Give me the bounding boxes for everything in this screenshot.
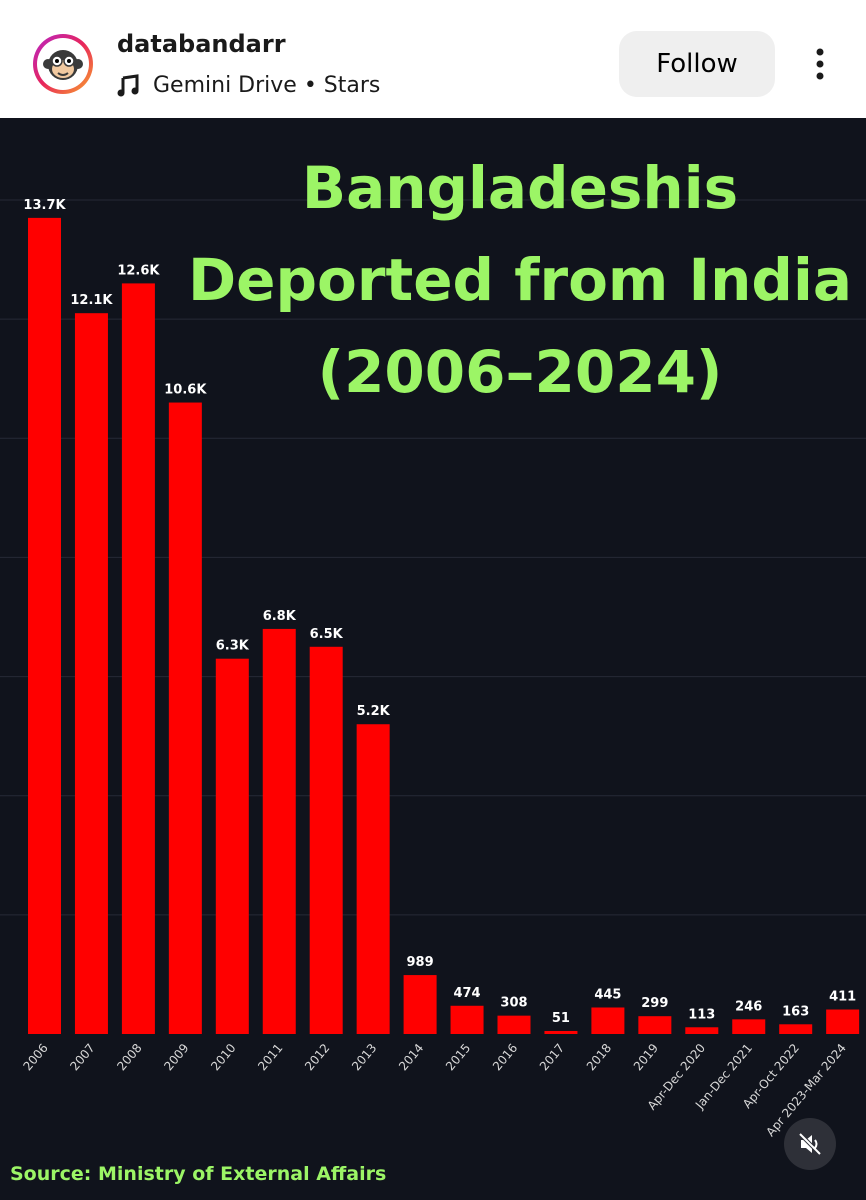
avatar[interactable] xyxy=(33,34,93,94)
x-tick-label: 2011 xyxy=(255,1041,285,1073)
data-label: 5.2K xyxy=(357,704,391,719)
bar xyxy=(121,283,155,1034)
bar xyxy=(779,1024,813,1034)
data-label: 989 xyxy=(407,955,434,970)
data-label: 445 xyxy=(594,987,621,1002)
x-tick-label: 2006 xyxy=(20,1041,50,1073)
data-label: 246 xyxy=(735,999,762,1014)
x-tick-label: 2009 xyxy=(161,1041,191,1073)
x-tick-label: 2008 xyxy=(114,1041,144,1073)
data-label: 51 xyxy=(552,1011,570,1026)
bar xyxy=(826,1009,860,1034)
x-tick-label: 2019 xyxy=(631,1041,661,1073)
bar xyxy=(638,1016,672,1034)
username[interactable]: databandarr xyxy=(117,30,286,58)
data-label: 411 xyxy=(829,990,856,1005)
source-note: Source: Ministry of External Affairs xyxy=(10,1163,387,1185)
data-label: 10.6K xyxy=(164,383,207,398)
data-label: 6.3K xyxy=(216,639,250,654)
data-label: 6.5K xyxy=(310,627,344,642)
bar xyxy=(74,313,108,1035)
data-label: 113 xyxy=(688,1007,715,1022)
bar xyxy=(591,1007,625,1034)
x-tick-label: 2015 xyxy=(443,1041,473,1073)
bar xyxy=(544,1030,578,1034)
bar xyxy=(168,402,202,1034)
bar xyxy=(309,646,343,1034)
x-tick-label: 2012 xyxy=(302,1041,332,1073)
bar xyxy=(685,1027,719,1034)
data-label: 163 xyxy=(782,1004,809,1019)
bar xyxy=(450,1005,484,1034)
title-line-3: (2006–2024) xyxy=(317,338,723,406)
bar xyxy=(215,658,249,1034)
data-label: 13.7K xyxy=(23,198,66,213)
x-tick-label: 2016 xyxy=(490,1041,520,1073)
follow-button[interactable]: Follow xyxy=(619,31,775,97)
data-label: 12.6K xyxy=(117,263,160,278)
data-label: 474 xyxy=(453,986,480,1001)
data-label: 6.8K xyxy=(263,609,297,624)
x-tick-label: 2014 xyxy=(396,1041,426,1073)
x-tick-label: 2013 xyxy=(349,1041,379,1073)
data-label: 299 xyxy=(641,996,668,1011)
music-note-icon xyxy=(117,74,139,97)
title-line-2: Deported from India xyxy=(188,246,852,314)
mute-button[interactable] xyxy=(784,1118,836,1170)
data-label: 308 xyxy=(500,996,527,1011)
x-tick-label: 2017 xyxy=(537,1041,567,1073)
chart-title: Bangladeshis Deported from India (2006–2… xyxy=(180,142,860,418)
post-header: databandarr Gemini Drive • Stars Follow xyxy=(0,0,866,118)
bar xyxy=(262,628,296,1034)
bar xyxy=(28,217,61,1034)
speaker-muted-icon xyxy=(798,1132,822,1156)
x-tick-label: 2010 xyxy=(208,1041,238,1073)
title-line-1: Bangladeshis xyxy=(301,154,739,222)
bar xyxy=(403,975,437,1034)
more-vertical-icon[interactable] xyxy=(808,44,832,84)
bar xyxy=(732,1019,766,1034)
song-label[interactable]: Gemini Drive • Stars xyxy=(153,73,381,98)
bar xyxy=(497,1015,531,1034)
data-label: 12.1K xyxy=(70,293,113,308)
x-tick-label: 2007 xyxy=(67,1041,97,1073)
x-tick-label: 2018 xyxy=(584,1041,614,1073)
bar xyxy=(356,724,390,1034)
monkey-avatar-icon xyxy=(37,38,89,90)
